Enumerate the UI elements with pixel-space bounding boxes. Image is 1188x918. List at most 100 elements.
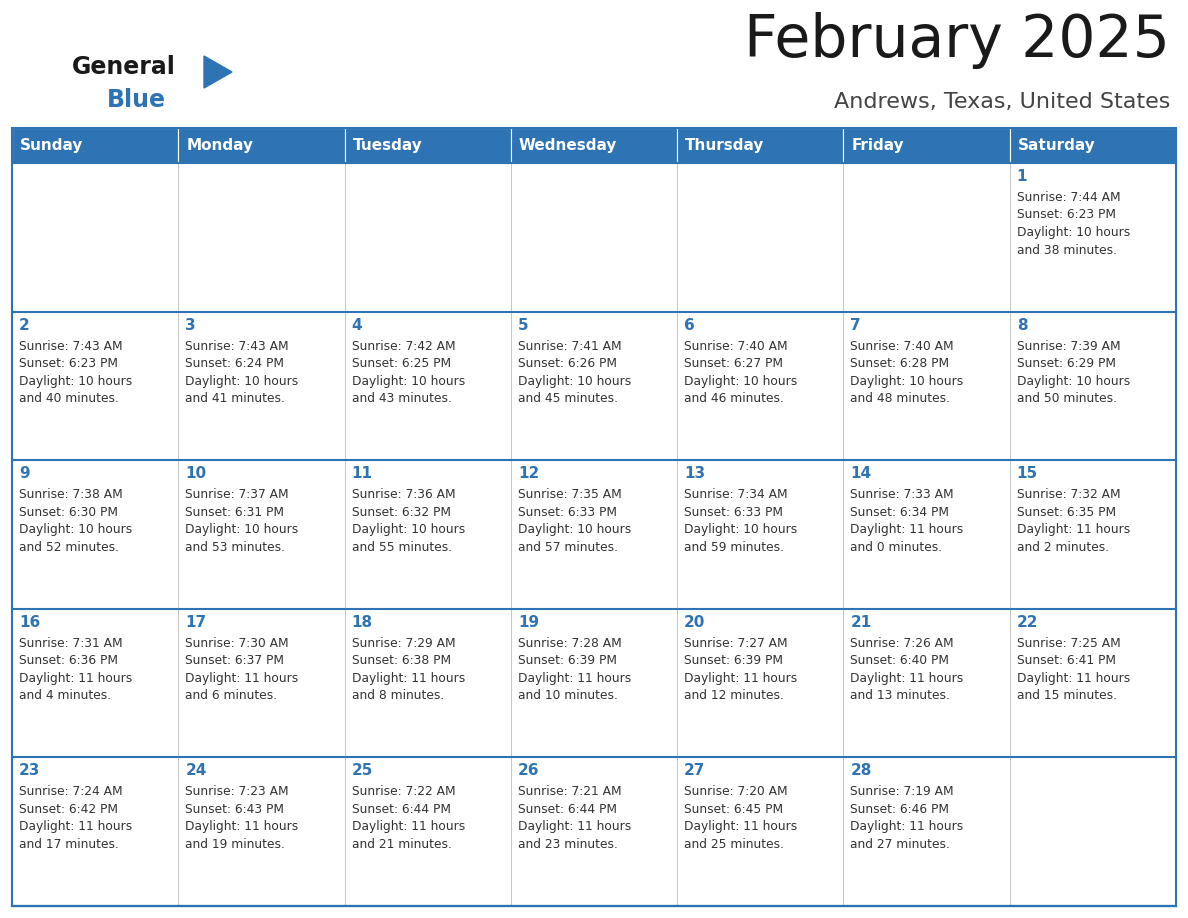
- Text: and 55 minutes.: and 55 minutes.: [352, 541, 451, 554]
- Bar: [511, 311, 677, 460]
- Bar: [1010, 609, 1176, 757]
- Text: Sunrise: 7:40 AM: Sunrise: 7:40 AM: [851, 340, 954, 353]
- Text: Wednesday: Wednesday: [519, 138, 618, 153]
- Text: 6: 6: [684, 318, 695, 332]
- Text: Sunset: 6:42 PM: Sunset: 6:42 PM: [19, 803, 118, 816]
- Text: and 45 minutes.: and 45 minutes.: [518, 392, 618, 405]
- Text: Sunrise: 7:43 AM: Sunrise: 7:43 AM: [185, 340, 289, 353]
- Text: and 38 minutes.: and 38 minutes.: [1017, 243, 1117, 256]
- Text: and 12 minutes.: and 12 minutes.: [684, 689, 784, 702]
- Text: 27: 27: [684, 764, 706, 778]
- Text: and 19 minutes.: and 19 minutes.: [185, 838, 285, 851]
- Text: Daylight: 11 hours: Daylight: 11 hours: [185, 672, 298, 685]
- Bar: [178, 311, 345, 460]
- Text: and 52 minutes.: and 52 minutes.: [19, 541, 119, 554]
- Text: Sunrise: 7:34 AM: Sunrise: 7:34 AM: [684, 488, 788, 501]
- Text: Monday: Monday: [187, 138, 253, 153]
- Text: 21: 21: [851, 615, 872, 630]
- Text: Daylight: 10 hours: Daylight: 10 hours: [19, 523, 132, 536]
- Bar: [1010, 311, 1176, 460]
- Text: Daylight: 11 hours: Daylight: 11 hours: [684, 672, 797, 685]
- Text: Sunset: 6:44 PM: Sunset: 6:44 PM: [518, 803, 617, 816]
- Text: Saturday: Saturday: [1018, 138, 1095, 153]
- Text: Daylight: 10 hours: Daylight: 10 hours: [19, 375, 132, 387]
- Text: and 48 minutes.: and 48 minutes.: [851, 392, 950, 405]
- Text: Sunset: 6:45 PM: Sunset: 6:45 PM: [684, 803, 783, 816]
- Text: Sunset: 6:28 PM: Sunset: 6:28 PM: [851, 357, 949, 370]
- Bar: [843, 311, 1010, 460]
- Text: 22: 22: [1017, 615, 1038, 630]
- Bar: [345, 460, 511, 609]
- Text: Sunday: Sunday: [20, 138, 83, 153]
- Text: Sunset: 6:40 PM: Sunset: 6:40 PM: [851, 655, 949, 667]
- Text: Sunrise: 7:35 AM: Sunrise: 7:35 AM: [518, 488, 621, 501]
- Bar: [1010, 460, 1176, 609]
- Bar: [511, 128, 677, 163]
- Text: Tuesday: Tuesday: [353, 138, 422, 153]
- Bar: [178, 163, 345, 311]
- Text: Daylight: 10 hours: Daylight: 10 hours: [352, 523, 465, 536]
- Text: Daylight: 10 hours: Daylight: 10 hours: [684, 523, 797, 536]
- Text: 3: 3: [185, 318, 196, 332]
- Polygon shape: [204, 56, 232, 88]
- Text: Sunset: 6:44 PM: Sunset: 6:44 PM: [352, 803, 450, 816]
- Text: Daylight: 11 hours: Daylight: 11 hours: [1017, 672, 1130, 685]
- Text: Sunset: 6:37 PM: Sunset: 6:37 PM: [185, 655, 284, 667]
- Text: Sunrise: 7:23 AM: Sunrise: 7:23 AM: [185, 786, 289, 799]
- Bar: [511, 163, 677, 311]
- Text: Sunset: 6:24 PM: Sunset: 6:24 PM: [185, 357, 284, 370]
- Text: Daylight: 10 hours: Daylight: 10 hours: [518, 523, 631, 536]
- Text: Sunrise: 7:30 AM: Sunrise: 7:30 AM: [185, 637, 289, 650]
- Text: Daylight: 10 hours: Daylight: 10 hours: [185, 375, 298, 387]
- Text: Daylight: 11 hours: Daylight: 11 hours: [851, 672, 963, 685]
- Text: 12: 12: [518, 466, 539, 481]
- Bar: [677, 163, 843, 311]
- Bar: [511, 757, 677, 906]
- Text: 16: 16: [19, 615, 40, 630]
- Text: Sunset: 6:27 PM: Sunset: 6:27 PM: [684, 357, 783, 370]
- Text: and 15 minutes.: and 15 minutes.: [1017, 689, 1117, 702]
- Bar: [677, 460, 843, 609]
- Text: Daylight: 11 hours: Daylight: 11 hours: [352, 821, 465, 834]
- Bar: [345, 311, 511, 460]
- Text: Daylight: 10 hours: Daylight: 10 hours: [185, 523, 298, 536]
- Text: Blue: Blue: [107, 88, 166, 112]
- Text: Sunrise: 7:28 AM: Sunrise: 7:28 AM: [518, 637, 621, 650]
- Text: and 17 minutes.: and 17 minutes.: [19, 838, 119, 851]
- Text: Sunset: 6:41 PM: Sunset: 6:41 PM: [1017, 655, 1116, 667]
- Text: Sunset: 6:25 PM: Sunset: 6:25 PM: [352, 357, 450, 370]
- Text: and 46 minutes.: and 46 minutes.: [684, 392, 784, 405]
- Text: and 59 minutes.: and 59 minutes.: [684, 541, 784, 554]
- Text: Sunrise: 7:27 AM: Sunrise: 7:27 AM: [684, 637, 788, 650]
- Bar: [843, 757, 1010, 906]
- Text: Andrews, Texas, United States: Andrews, Texas, United States: [834, 92, 1170, 112]
- Text: Sunrise: 7:40 AM: Sunrise: 7:40 AM: [684, 340, 788, 353]
- Text: and 4 minutes.: and 4 minutes.: [19, 689, 112, 702]
- Text: 8: 8: [1017, 318, 1028, 332]
- Text: 18: 18: [352, 615, 373, 630]
- Bar: [1010, 757, 1176, 906]
- Bar: [12, 128, 1176, 906]
- Text: 26: 26: [518, 764, 539, 778]
- Text: Daylight: 10 hours: Daylight: 10 hours: [684, 375, 797, 387]
- Text: and 41 minutes.: and 41 minutes.: [185, 392, 285, 405]
- Text: Sunset: 6:38 PM: Sunset: 6:38 PM: [352, 655, 450, 667]
- Text: Sunset: 6:29 PM: Sunset: 6:29 PM: [1017, 357, 1116, 370]
- Text: 1: 1: [1017, 169, 1028, 184]
- Text: Daylight: 11 hours: Daylight: 11 hours: [19, 672, 132, 685]
- Bar: [345, 609, 511, 757]
- Text: and 8 minutes.: and 8 minutes.: [352, 689, 444, 702]
- Text: February 2025: February 2025: [744, 12, 1170, 69]
- Text: Daylight: 10 hours: Daylight: 10 hours: [851, 375, 963, 387]
- Bar: [677, 757, 843, 906]
- Text: Daylight: 10 hours: Daylight: 10 hours: [1017, 226, 1130, 239]
- Text: 28: 28: [851, 764, 872, 778]
- Text: Sunset: 6:39 PM: Sunset: 6:39 PM: [518, 655, 617, 667]
- Text: Sunrise: 7:32 AM: Sunrise: 7:32 AM: [1017, 488, 1120, 501]
- Text: Sunrise: 7:38 AM: Sunrise: 7:38 AM: [19, 488, 122, 501]
- Text: and 23 minutes.: and 23 minutes.: [518, 838, 618, 851]
- Text: Sunrise: 7:21 AM: Sunrise: 7:21 AM: [518, 786, 621, 799]
- Text: Sunset: 6:36 PM: Sunset: 6:36 PM: [19, 655, 118, 667]
- Text: Sunset: 6:46 PM: Sunset: 6:46 PM: [851, 803, 949, 816]
- Text: Sunset: 6:30 PM: Sunset: 6:30 PM: [19, 506, 118, 519]
